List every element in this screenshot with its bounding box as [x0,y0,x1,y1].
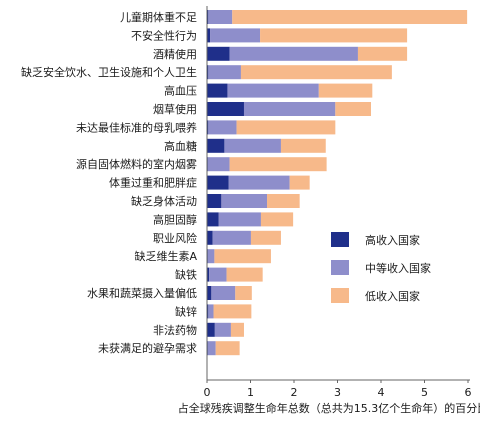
bar-segment-3-1 [232,10,468,24]
category-label-14: 缺乏维生素A [134,249,197,263]
category-label-10: 体重过重和肥胖症 [109,176,197,190]
bar-segment-1-5 [207,83,228,98]
legend-swatch-2 [331,260,349,275]
bar-segment-2-10 [228,175,290,190]
legend-swatch-3 [331,288,349,303]
bar-segment-2-17 [208,304,214,319]
bar-segment-3-14 [214,249,271,264]
bar-segment-1-1 [207,10,209,24]
bar-segment-2-1 [208,10,233,24]
bar-segment-3-16 [235,286,252,300]
bar-segment-1-2 [207,28,211,43]
bar-segment-1-17 [207,304,209,319]
bar-segment-1-6 [207,102,244,116]
category-label-17: 缺锌 [175,304,197,318]
bar-segment-2-18 [214,322,231,337]
bar-segment-2-3 [229,46,358,61]
x-tick-label-1: 0 [204,386,211,399]
bar-segment-2-2 [210,28,261,43]
category-label-11: 缺乏身体活动 [131,194,197,208]
bar-segment-2-11 [221,194,268,208]
category-label-4: 缺乏安全饮水、卫生设施和个人卫生 [21,65,197,79]
bar-segment-3-12 [260,212,294,227]
category-label-16: 水果和蔬菜摄入量偏低 [87,286,197,300]
category-label-9: 源自固体燃料的室内烟雾 [76,157,197,171]
bar-segment-3-18 [230,322,244,337]
bar-segment-3-17 [213,304,252,319]
bar-segment-3-2 [260,28,408,43]
bar-segment-3-4 [240,65,392,80]
bar-segment-3-19 [215,341,240,356]
legend-label-1: 高收入国家 [365,233,420,247]
bar-segment-2-5 [227,83,319,98]
x-tick-label-3: 2 [291,386,298,399]
category-label-15: 缺铁 [175,268,197,282]
category-label-8: 高血糖 [164,139,197,153]
bar-segment-2-14 [207,249,215,264]
category-label-7: 未达最佳标准的母乳喂养 [76,120,197,134]
bar-segment-3-3 [357,46,408,61]
x-tick-label-5: 4 [378,386,385,399]
category-label-19: 未获满足的避孕需求 [98,341,197,355]
bar-segment-2-8 [224,138,281,153]
category-label-1: 儿童期体重不足 [120,10,197,24]
bar-segment-1-12 [207,212,219,227]
bar-segment-3-13 [250,230,281,245]
bar-segment-1-4 [207,65,209,80]
bar-segment-2-19 [207,341,216,356]
bar-segment-2-4 [208,65,241,80]
x-tick-label-4: 3 [334,386,341,399]
bar-segment-3-7 [236,120,336,135]
bar-segment-1-3 [207,46,230,61]
category-label-5: 高血压 [164,84,197,98]
bar-segment-2-9 [207,157,230,172]
category-label-13: 职业风险 [153,231,197,245]
category-label-6: 烟草使用 [153,102,197,116]
bar-segment-1-18 [207,322,215,337]
bar-segment-3-11 [267,194,300,208]
bar-segment-2-7 [208,120,237,135]
bar-segment-2-6 [243,102,336,116]
bar-segment-3-10 [289,175,310,190]
x-tick-label-2: 1 [247,386,254,399]
bar-segment-1-16 [207,286,212,300]
legend-label-2: 中等收入国家 [365,261,431,275]
category-label-18: 非法药物 [153,323,197,337]
bar-segment-2-16 [211,286,236,300]
legend-label-3: 低收入国家 [365,289,420,303]
x-axis-title: 占全球残疾调整生命年总数（总共为15.3亿个生命年）的百分比 [178,401,480,415]
bar-segment-1-8 [207,138,225,153]
bar-segment-2-12 [218,212,261,227]
bar-segment-3-9 [229,157,327,172]
bar-segment-3-5 [318,83,373,98]
bar-segment-3-8 [280,138,326,153]
bar-segment-1-11 [207,194,222,208]
bar-segment-3-15 [226,267,263,282]
x-tick-label-7: 6 [465,386,472,399]
legend-swatch-1 [331,232,349,247]
bar-segment-1-10 [207,175,229,190]
bar-segment-1-15 [207,267,210,282]
category-label-2: 不安全性行为 [131,28,197,42]
category-label-3: 酒精使用 [153,48,197,61]
bar-segment-1-7 [207,120,209,135]
category-label-12: 高胆固醇 [153,212,197,226]
bar-segment-1-13 [207,230,213,245]
bar-segment-3-6 [335,102,371,116]
bar-segment-2-13 [212,230,251,245]
x-tick-label-6: 5 [421,386,428,399]
bar-segment-2-15 [209,267,227,282]
